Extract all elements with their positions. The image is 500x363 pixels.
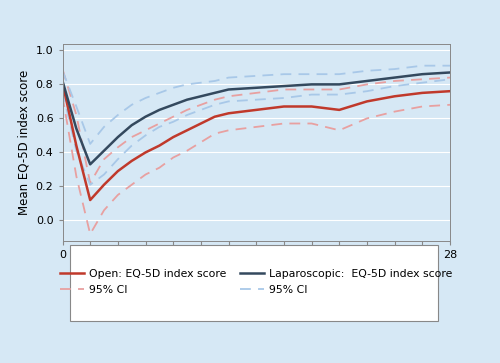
Y-axis label: Mean EQ-5D index score: Mean EQ-5D index score: [17, 70, 30, 215]
FancyBboxPatch shape: [70, 245, 438, 321]
X-axis label: Days: Days: [238, 265, 275, 278]
Legend: Open: EQ-5D index score, 95% CI, Laparoscopic:  EQ-5D index score, 95% CI: Open: EQ-5D index score, 95% CI, Laparos…: [54, 264, 458, 300]
